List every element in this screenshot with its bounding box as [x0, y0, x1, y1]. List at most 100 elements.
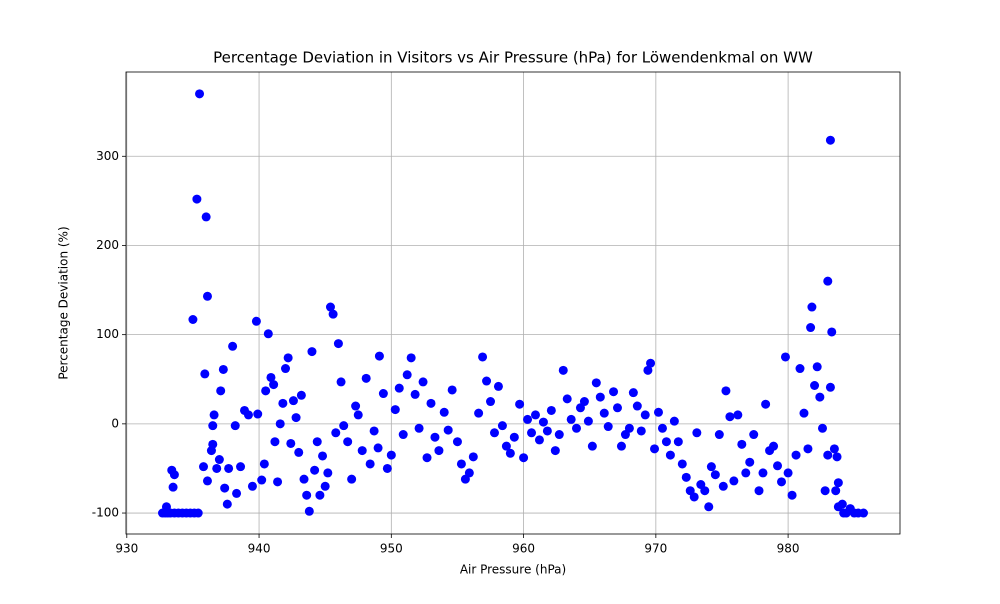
- point: [745, 457, 755, 467]
- point: [339, 421, 349, 431]
- point: [422, 453, 432, 463]
- point: [566, 414, 576, 424]
- point: [261, 386, 271, 396]
- point: [474, 408, 484, 418]
- chart-title: Percentage Deviation in Visitors vs Air …: [213, 49, 813, 67]
- y-tick-label: 100: [96, 327, 119, 341]
- point: [193, 508, 203, 518]
- point: [632, 401, 642, 411]
- point: [382, 463, 392, 473]
- point: [351, 401, 361, 411]
- point: [624, 423, 634, 433]
- point: [328, 309, 338, 319]
- point: [523, 414, 533, 424]
- point: [780, 352, 790, 362]
- point: [704, 502, 714, 512]
- point: [275, 419, 285, 429]
- point: [270, 437, 280, 447]
- point: [296, 390, 306, 400]
- point: [571, 423, 581, 433]
- point: [304, 506, 314, 516]
- point: [501, 441, 511, 451]
- point: [318, 451, 328, 461]
- point: [299, 474, 309, 484]
- point: [729, 476, 739, 486]
- point: [336, 377, 346, 387]
- point: [406, 353, 416, 363]
- point: [761, 399, 771, 409]
- point: [599, 408, 609, 418]
- point: [418, 377, 428, 387]
- point: [222, 499, 232, 509]
- point: [810, 381, 820, 390]
- point: [218, 364, 228, 374]
- point: [331, 428, 341, 438]
- point: [257, 475, 267, 485]
- point: [829, 444, 839, 454]
- point: [721, 386, 731, 396]
- point: [505, 448, 515, 458]
- point: [650, 444, 660, 454]
- point: [192, 194, 202, 204]
- point: [558, 365, 568, 375]
- point: [365, 459, 375, 469]
- point: [643, 365, 653, 375]
- point: [482, 376, 492, 386]
- point: [161, 502, 171, 512]
- point: [825, 382, 835, 392]
- point: [214, 455, 224, 465]
- point: [815, 392, 825, 402]
- point: [657, 423, 667, 433]
- point: [700, 486, 710, 496]
- point: [783, 468, 793, 478]
- point: [302, 490, 312, 500]
- x-tick-label: 950: [380, 542, 403, 556]
- point: [710, 470, 720, 480]
- point: [410, 389, 420, 399]
- point: [595, 392, 605, 402]
- point: [616, 441, 626, 451]
- point: [312, 437, 322, 447]
- point: [200, 369, 210, 379]
- point: [378, 389, 388, 399]
- point: [447, 385, 457, 395]
- point: [195, 89, 205, 99]
- point: [281, 364, 291, 374]
- point: [202, 291, 212, 301]
- point: [640, 410, 650, 420]
- point: [825, 135, 835, 145]
- point: [636, 426, 646, 436]
- y-tick-label: 300: [96, 149, 119, 163]
- point: [208, 421, 218, 431]
- point: [452, 437, 462, 447]
- point: [251, 316, 261, 326]
- point: [343, 437, 353, 447]
- point: [538, 417, 548, 427]
- y-axis-label: Percentage Deviation (%): [57, 226, 71, 379]
- point: [587, 441, 597, 451]
- point: [741, 468, 751, 478]
- point: [253, 409, 263, 419]
- point: [202, 476, 212, 486]
- point: [291, 413, 301, 423]
- point: [787, 490, 797, 500]
- point: [628, 388, 638, 398]
- point: [795, 364, 805, 374]
- point: [266, 372, 276, 382]
- point: [486, 397, 496, 407]
- x-tick-label: 970: [644, 542, 667, 556]
- point: [583, 416, 593, 426]
- point: [646, 358, 656, 368]
- point: [325, 302, 335, 312]
- point: [714, 430, 724, 440]
- point: [353, 410, 363, 420]
- point: [603, 422, 613, 432]
- point: [386, 450, 396, 460]
- point: [333, 339, 343, 349]
- point: [209, 410, 219, 420]
- x-tick-label: 960: [512, 542, 535, 556]
- point: [754, 486, 764, 496]
- point: [665, 450, 675, 460]
- point: [390, 405, 400, 415]
- point: [394, 383, 404, 393]
